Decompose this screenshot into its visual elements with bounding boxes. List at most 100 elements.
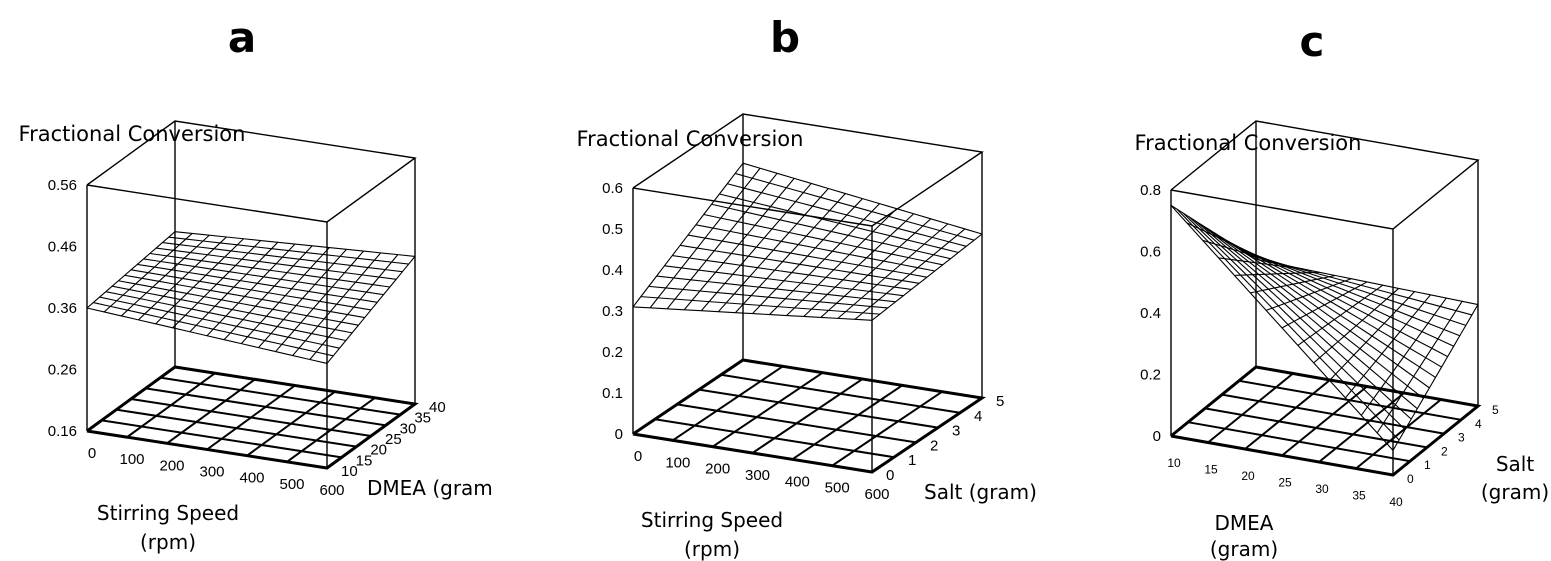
x-tick-label: 500 (825, 480, 850, 497)
x-axis-unit: (gram) (1210, 537, 1278, 561)
y-tick-label: 15 (356, 452, 373, 469)
surface-mesh-line (1345, 294, 1431, 399)
floor-grid-line (751, 378, 864, 454)
floor-grid-line (1244, 379, 1331, 450)
panel-letter: b (770, 13, 800, 62)
y-axis-unit: (gram) (1481, 480, 1549, 504)
surface-mesh-line (734, 172, 975, 241)
y-tick-label: 35 (414, 410, 431, 427)
x-tick-label: 30 (1315, 482, 1329, 496)
surface-mesh-line (258, 248, 347, 348)
x-axis-unit: (rpm) (140, 530, 196, 554)
y-tick-label: 4 (1475, 417, 1482, 431)
z-tick-label: 0.16 (48, 423, 77, 440)
z-tick-label: 0.5 (602, 221, 623, 238)
surface-mesh-line (292, 252, 382, 356)
surface-mesh-line (1329, 291, 1415, 381)
chart-panel-b (632, 113, 986, 474)
surface-mesh-line (162, 242, 403, 273)
z-tick-label: 0.3 (602, 303, 623, 320)
surface-mesh-line (820, 218, 932, 318)
floor-grid-line (145, 387, 386, 427)
floor-grid-line (1187, 421, 1411, 463)
y-tick-label: 5 (1492, 403, 1499, 417)
surface-mesh-line (727, 183, 967, 247)
surface-mesh-line (168, 236, 409, 265)
x-tick-label: 40 (1389, 495, 1403, 509)
surface-mesh-line (275, 250, 364, 352)
surface-mesh-line (223, 245, 313, 341)
x-tick-label: 15 (1204, 463, 1218, 477)
z-tick-label: 0.6 (1140, 244, 1161, 261)
surface-mesh-line (130, 269, 372, 311)
surface-mesh-line (687, 234, 928, 278)
y-axis-title: Salt (1496, 452, 1535, 476)
x-tick-label: 400 (785, 473, 810, 490)
y-tick-label: 25 (385, 431, 402, 448)
z-axis-title: Fractional Conversion (577, 127, 804, 151)
y-tick-label: 5 (996, 393, 1004, 410)
surface-mesh-line (309, 254, 399, 360)
y-axis-title: DMEA (gram (367, 476, 493, 500)
z-tick-label: 0 (1153, 428, 1161, 445)
surface-mesh-line (803, 213, 915, 317)
surface-mesh-line (1376, 301, 1463, 434)
surface-mesh-line (742, 162, 983, 235)
surface-mesh-line (871, 233, 983, 321)
surface-mesh-line (703, 213, 943, 266)
y-axis-title: Salt (gram) (924, 480, 1037, 504)
surface-mesh-line (137, 263, 378, 303)
x-tick-label: 100 (119, 451, 144, 468)
surface-mesh-line (786, 208, 898, 316)
y-tick-label: 2 (1441, 444, 1448, 458)
chart-panel-a (86, 120, 419, 470)
y-tick-label: 40 (429, 399, 446, 416)
x-tick-label: 200 (159, 457, 184, 474)
panel-letter: a (228, 13, 256, 62)
floor-border (632, 358, 986, 474)
x-axis-unit: (rpm) (684, 537, 740, 561)
x-tick-label: 500 (279, 476, 304, 493)
x-tick-label: 600 (864, 486, 889, 503)
z-tick-label: 0.2 (602, 344, 623, 361)
floor-grid-line (1281, 385, 1368, 457)
surface-mesh-line (769, 203, 880, 315)
floor-grid-line (1355, 398, 1442, 470)
surface-mesh-line (149, 252, 390, 288)
y-tick-label: 3 (1458, 431, 1465, 445)
surface-mesh-line (1313, 287, 1400, 364)
z-tick-label: 0.56 (48, 177, 77, 194)
z-tick-label: 0.2 (1140, 367, 1161, 384)
surface-mesh-line (837, 223, 949, 319)
x-axis-title: Stirring Speed (641, 508, 783, 532)
surface-mesh-line (854, 228, 966, 320)
y-tick-label: 10 (341, 463, 358, 480)
z-tick-label: 0.8 (1140, 182, 1161, 199)
y-tick-label: 0 (1407, 472, 1414, 486)
surface-mesh-line (719, 193, 959, 254)
z-tick-label: 0.36 (48, 300, 77, 317)
z-tick-label: 0 (615, 426, 623, 443)
y-tick-label: 30 (400, 420, 417, 437)
surface-mesh-line (695, 224, 935, 272)
floor-grid-line (831, 390, 943, 467)
panel-letter: c (1300, 17, 1325, 66)
surface-mesh-line (1225, 239, 1448, 358)
z-tick-label: 0.46 (48, 239, 77, 256)
floor-grid-line (1221, 393, 1445, 435)
x-tick-label: 0 (634, 448, 642, 465)
x-tick-label: 20 (1241, 469, 1255, 483)
floor-grid-line (1238, 379, 1462, 421)
z-axis-title: Fractional Conversion (19, 122, 246, 146)
surface-mesh-line (1297, 284, 1384, 346)
x-tick-label: 25 (1278, 476, 1292, 490)
x-tick-label: 400 (239, 470, 264, 487)
x-tick-label: 10 (1167, 456, 1181, 470)
floor-grid-line (791, 384, 903, 461)
floor-grid-line (101, 419, 342, 459)
x-tick-label: 200 (705, 461, 730, 478)
x-axis-title: Stirring Speed (97, 501, 239, 525)
z-axis-title: Fractional Conversion (1135, 131, 1362, 155)
surface-mesh-line (1219, 235, 1442, 368)
